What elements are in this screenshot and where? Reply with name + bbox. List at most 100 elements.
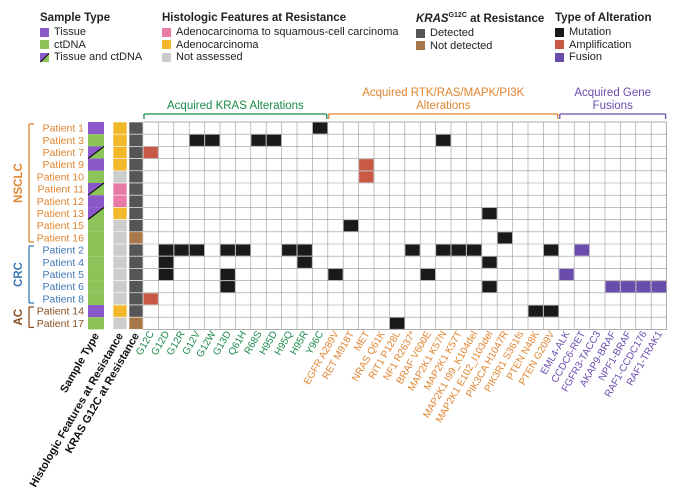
cell-patient-8-g12c <box>143 293 158 305</box>
legend-histologic-title: Histologic Features at Resistance <box>162 12 347 24</box>
cell-patient-2-nf1-r2637 <box>405 244 420 256</box>
histology-cell-patient-7 <box>112 146 128 159</box>
legend-item-not-detected: Not detected <box>416 39 544 52</box>
cell-patient-17-rit1-p128l <box>389 317 405 329</box>
kras-status-cell-patient-4 <box>128 255 144 269</box>
cell-patient-2-g13d <box>220 244 235 256</box>
histology-cell-patient-17 <box>112 316 128 330</box>
row-label-patient-3: Patient 3 <box>43 135 85 147</box>
cell-patient-6-map2k1-e102-i103del <box>482 281 497 293</box>
legend-item-ctdna: ctDNA <box>40 39 142 52</box>
legend-histologic: Histologic Features at Resistance Adenoc… <box>162 12 399 64</box>
legend-label-detected: Detected <box>430 27 475 40</box>
legend-item-fusion: Fusion <box>555 51 651 64</box>
legend-item-adenocarcinoma: Adenocarcinoma <box>162 39 399 52</box>
cell-patient-6-g13d <box>220 281 235 293</box>
sample-type-cell-patient-3 <box>88 134 104 147</box>
sample-type-cell-patient-8 <box>88 292 104 305</box>
cell-patient-3-r68s <box>251 134 266 146</box>
swatch-tissue <box>40 27 49 37</box>
sample-type-divider-patient-11 <box>87 182 105 196</box>
legend-kras-title-gene: KRAS <box>416 12 449 25</box>
legend-item-tissue-and-ctdna: Tissue and ctDNA <box>40 51 142 64</box>
cell-patient-14-pten-n48k <box>528 305 543 317</box>
row-label-patient-4: Patient 4 <box>43 257 85 269</box>
legend-item-adeno-to-squamous: Adenocarcinoma to squamous-cell carcinom… <box>162 26 399 39</box>
histology-cell-patient-15 <box>112 219 128 233</box>
cell-patient-2-g12r <box>174 244 189 256</box>
sample-type-cell-patient-14 <box>88 305 104 318</box>
histology-cell-patient-11 <box>112 182 128 196</box>
row-label-patient-12: Patient 12 <box>37 196 84 208</box>
sample-type-divider-patient-13 <box>87 206 105 221</box>
cell-patient-2-map2k1-k57n <box>436 244 451 256</box>
cell-patient-6-npf1-braf <box>620 281 636 293</box>
row-label-patient-9: Patient 9 <box>43 159 85 171</box>
group-header-acquired-rtk-ras-mapk-pi3k-alterations-line-1: Acquired RTK/RAS/MAPK/PI3K <box>362 87 524 99</box>
sample-type-divider-patient-7 <box>87 145 105 160</box>
sample-type-cell-patient-12 <box>88 195 104 208</box>
cell-patient-5-egfr-a289v <box>328 268 343 281</box>
legend-item-detected: Detected <box>416 27 544 40</box>
cell-patient-14-pten-g209v <box>543 305 559 317</box>
cell-patient-10-met <box>359 171 374 183</box>
kras-status-cell-patient-14 <box>128 304 144 318</box>
legend-sample-type: Sample Type Tissue ctDNA Tissue and ctDN… <box>40 12 142 64</box>
cell-patient-13-map2k1-e102-i103del <box>482 207 497 220</box>
legend-kras: KRASG12C at Resistance Detected Not dete… <box>416 12 544 52</box>
kras-status-cell-patient-10 <box>128 170 144 184</box>
tumor-type-label-ac: AC <box>13 309 25 326</box>
row-label-patient-17: Patient 17 <box>37 318 84 330</box>
cell-patient-5-eml4-alk <box>559 268 574 281</box>
kras-status-cell-patient-7 <box>128 146 144 159</box>
histology-cell-patient-3 <box>112 133 128 147</box>
cell-patient-5-g13d <box>220 268 235 281</box>
legend-alteration-title: Type of Alteration <box>555 12 652 24</box>
sample-type-cell-patient-5 <box>88 268 104 281</box>
legend-label-adeno-to-squamous: Adenocarcinoma to squamous-cell carcinom… <box>176 26 399 39</box>
swatch-ctdna <box>40 40 49 50</box>
row-label-patient-1: Patient 1 <box>43 123 85 135</box>
legend-kras-title-rest: at Resistance <box>466 12 545 25</box>
sample-type-cell-patient-1 <box>88 122 104 135</box>
group-header-acquired-kras-alterations-line-1: Acquired KRAS Alterations <box>167 100 304 112</box>
sample-type-cell-patient-16 <box>88 231 104 244</box>
sample-type-cell-patient-6 <box>88 280 104 293</box>
cell-patient-2-map2k1-k57t <box>451 244 466 256</box>
cell-patient-3-g12v <box>189 134 205 146</box>
legend-label-tissue-and-ctdna: Tissue and ctDNA <box>54 51 143 64</box>
histology-cell-patient-16 <box>112 231 128 245</box>
histology-cell-patient-10 <box>112 170 128 184</box>
sample-type-cell-patient-2 <box>88 244 104 257</box>
legend-label-adenocarcinoma: Adenocarcinoma <box>176 38 259 51</box>
swatch-tissue-and-ctdna <box>40 52 49 62</box>
kras-status-cell-patient-11 <box>128 182 144 196</box>
legend-label-not-detected: Not detected <box>430 39 493 52</box>
row-label-patient-2: Patient 2 <box>43 245 85 257</box>
swatch-not-detected <box>416 41 425 51</box>
legend-item-not-assessed: Not assessed <box>162 51 399 64</box>
row-label-patient-7: Patient 7 <box>43 147 85 159</box>
row-label-patient-8: Patient 8 <box>43 293 85 305</box>
cell-patient-4-h95r <box>297 256 312 268</box>
cell-patient-9-met <box>359 159 374 171</box>
histology-cell-patient-12 <box>112 194 128 208</box>
kras-status-cell-patient-6 <box>128 280 144 294</box>
kras-status-cell-patient-12 <box>128 194 144 208</box>
kras-status-cell-patient-13 <box>128 207 144 220</box>
cell-patient-5-braf-v600e <box>420 268 436 281</box>
legend-kras-title-sup: G12C <box>448 12 467 19</box>
kras-status-cell-patient-8 <box>128 292 144 306</box>
histology-cell-patient-9 <box>112 158 128 172</box>
legend-kras-title: KRASG12C at Resistance <box>416 12 544 25</box>
legend-item-tissue: Tissue <box>40 26 142 39</box>
row-label-patient-16: Patient 16 <box>37 232 84 244</box>
legend-label-fusion: Fusion <box>569 51 603 64</box>
cell-patient-2-pten-g209v <box>543 244 559 256</box>
kras-status-cell-patient-15 <box>128 219 144 233</box>
row-label-patient-5: Patient 5 <box>43 269 85 281</box>
swatch-amplification <box>555 40 564 50</box>
histology-cell-patient-14 <box>112 304 128 318</box>
kras-status-cell-patient-16 <box>128 231 144 245</box>
